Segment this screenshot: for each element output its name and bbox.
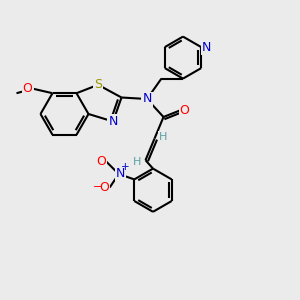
Text: N: N [116,167,125,181]
Text: +: + [121,162,130,172]
Text: N: N [142,92,152,106]
Text: O: O [23,82,32,95]
Text: O: O [96,155,106,168]
Text: N: N [202,40,211,54]
Text: O: O [99,181,109,194]
Text: S: S [94,78,102,91]
Text: H: H [159,132,167,142]
Text: N: N [108,115,118,128]
Text: O: O [180,104,189,117]
Text: −: − [92,182,102,193]
Text: H: H [133,157,141,167]
